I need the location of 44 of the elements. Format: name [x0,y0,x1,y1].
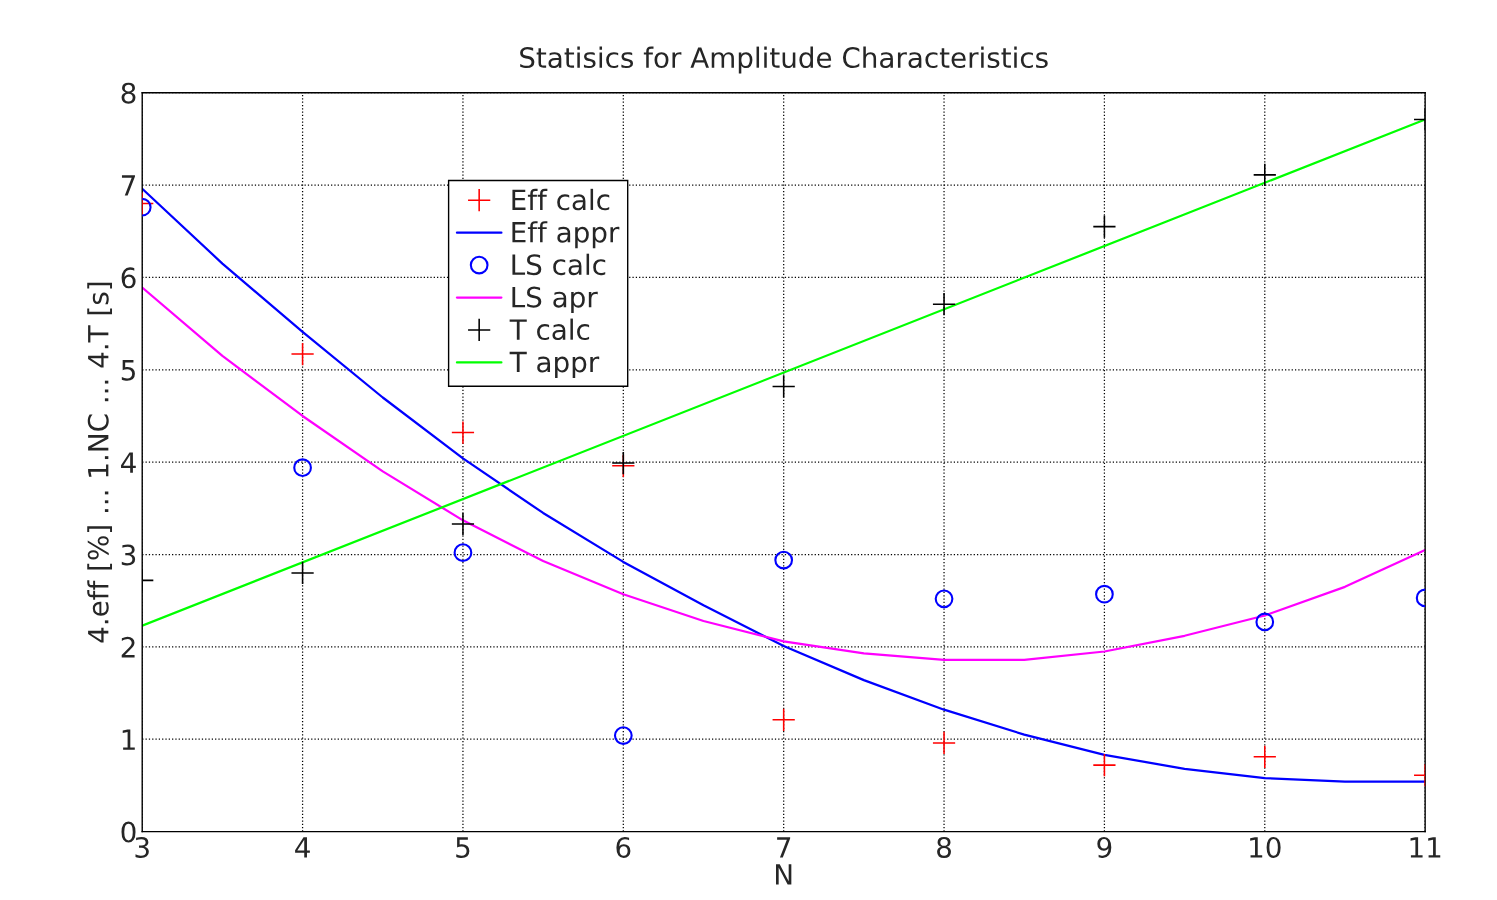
legend-label: LS calc [512,253,606,276]
x-tick-label: 4 [295,837,310,858]
point [1253,745,1276,768]
point [293,458,312,478]
legend-label: LS apr [512,286,598,314]
chart-title: Statisics for Amplitude Characteristics [520,46,1048,74]
line-series [142,286,1426,661]
y-axis-title: 4.eff [%] ... 1.NC ... 4.T [s] [87,282,113,643]
x-tick-label: 9 [1097,836,1112,858]
point [774,550,794,570]
point [613,726,633,745]
x-tick-label: 6 [616,836,631,858]
legend-label: T appr [509,351,600,378]
point [1095,584,1114,604]
x-axis-title: N [776,864,792,885]
y-tick-label: 0 [121,821,136,843]
y-tick-label: 7 [121,175,135,196]
x-tick-label: 5 [456,837,470,858]
point [1253,163,1276,187]
point [932,731,956,755]
y-tick-label: 1 [122,729,135,750]
point [451,512,475,536]
point [1093,753,1116,777]
legend-label: T calc [509,318,590,341]
x-tick-label: 10 [1250,836,1281,858]
point [291,561,314,585]
point [1255,612,1275,632]
y-tick-label: 8 [121,82,136,104]
point [453,543,473,563]
y-tick-label: 4 [121,452,136,473]
legend-label: Eff calc [512,188,610,211]
x-tick-label: 11 [1410,837,1441,858]
y-tick-label: 3 [121,544,136,566]
x-tick-label: 8 [937,836,951,858]
point [772,708,795,731]
y-tick-label: 5 [121,360,135,381]
y-tick-label: 6 [121,267,136,289]
legend-label: Eff appr [512,221,620,249]
point [451,421,475,444]
point [932,293,956,316]
point [934,589,954,609]
point [291,342,314,366]
y-tick-label: 2 [121,636,135,658]
x-tick-label: 7 [777,837,791,858]
